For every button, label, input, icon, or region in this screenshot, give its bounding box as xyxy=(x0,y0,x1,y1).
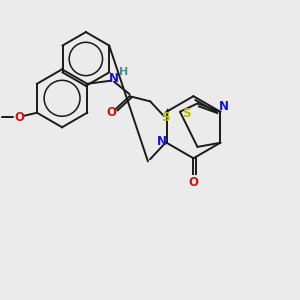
Text: N: N xyxy=(156,135,167,148)
Text: N: N xyxy=(109,72,119,85)
Text: N: N xyxy=(218,100,228,113)
Text: S: S xyxy=(161,111,170,124)
Text: O: O xyxy=(188,176,198,189)
Text: S: S xyxy=(182,107,190,120)
Text: O: O xyxy=(14,111,24,124)
Text: O: O xyxy=(106,106,116,119)
Text: H: H xyxy=(119,68,128,77)
